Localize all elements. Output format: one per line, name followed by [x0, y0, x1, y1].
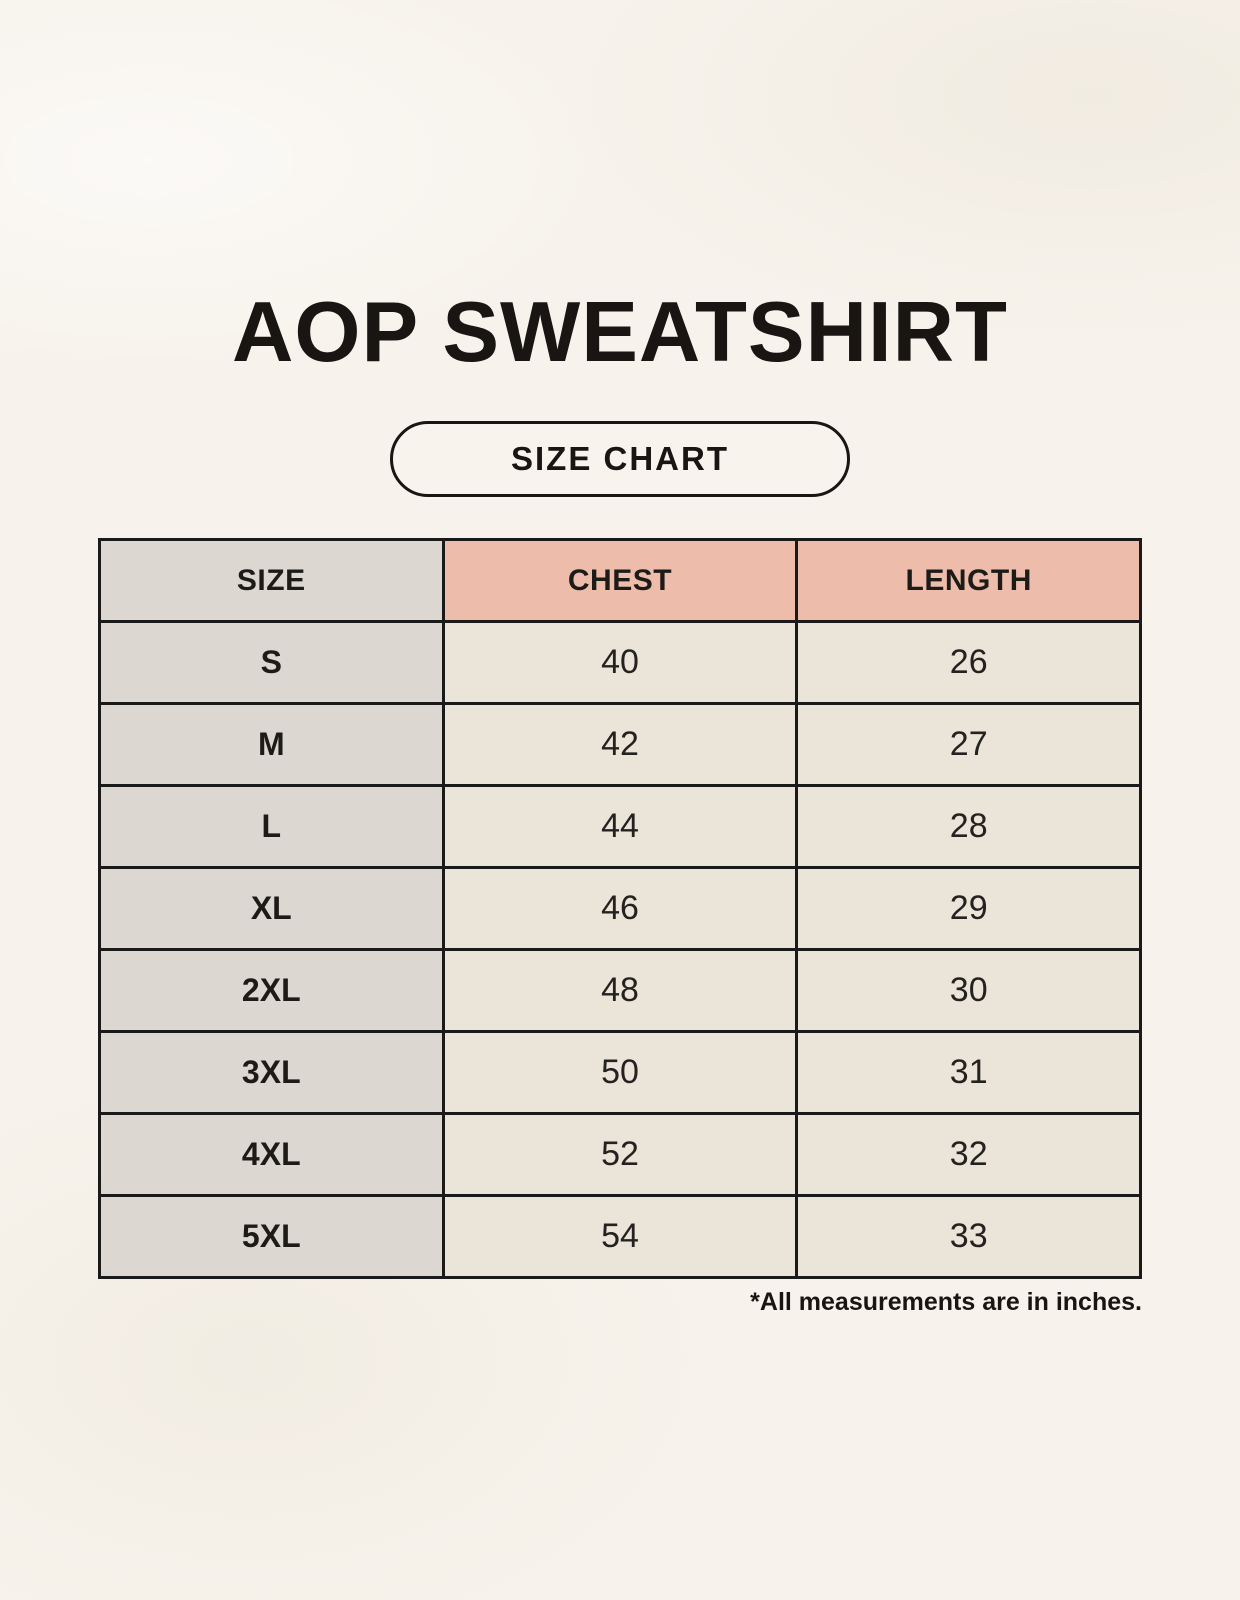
header-cell-length: LENGTH [795, 538, 1142, 623]
size-cell: 4XL [98, 1112, 445, 1197]
header-cell-size: SIZE [98, 538, 445, 623]
chest-cell: 40 [441, 620, 799, 705]
table-row: L 44 28 [98, 784, 1142, 869]
length-cell: 26 [795, 620, 1142, 705]
header-cell-chest: CHEST [441, 538, 799, 623]
header-row: SIZE CHEST LENGTH [98, 538, 1142, 623]
size-cell: M [98, 702, 445, 787]
page-title: AOP SWEATSHIRT [232, 285, 1008, 380]
table-row: 2XL 48 30 [98, 948, 1142, 1033]
chest-cell: 50 [441, 1030, 799, 1115]
length-cell: 27 [795, 702, 1142, 787]
chest-cell: 52 [441, 1112, 799, 1197]
length-cell: 33 [795, 1194, 1142, 1279]
chest-cell: 46 [441, 866, 799, 951]
size-cell: 2XL [98, 948, 445, 1033]
table-row: M 42 27 [98, 702, 1142, 787]
size-cell: 3XL [98, 1030, 445, 1115]
size-cell: L [98, 784, 445, 869]
measurements-footnote: *All measurements are in inches. [750, 1288, 1142, 1316]
size-cell: XL [98, 866, 445, 951]
length-cell: 32 [795, 1112, 1142, 1197]
size-table: SIZE CHEST LENGTH S 40 26 M 42 27 L 44 2… [98, 538, 1142, 1279]
table-row: 5XL 54 33 [98, 1194, 1142, 1279]
size-cell: S [98, 620, 445, 705]
table-row: 4XL 52 32 [98, 1112, 1142, 1197]
length-cell: 31 [795, 1030, 1142, 1115]
table-row: S 40 26 [98, 620, 1142, 705]
size-chart-badge: SIZE CHART [390, 421, 850, 497]
length-cell: 30 [795, 948, 1142, 1033]
chest-cell: 54 [441, 1194, 799, 1279]
chest-cell: 44 [441, 784, 799, 869]
length-cell: 28 [795, 784, 1142, 869]
table-row: XL 46 29 [98, 866, 1142, 951]
table-row: 3XL 50 31 [98, 1030, 1142, 1115]
chest-cell: 42 [441, 702, 799, 787]
size-cell: 5XL [98, 1194, 445, 1279]
length-cell: 29 [795, 866, 1142, 951]
chest-cell: 48 [441, 948, 799, 1033]
size-chart-badge-label: SIZE CHART [511, 440, 729, 477]
